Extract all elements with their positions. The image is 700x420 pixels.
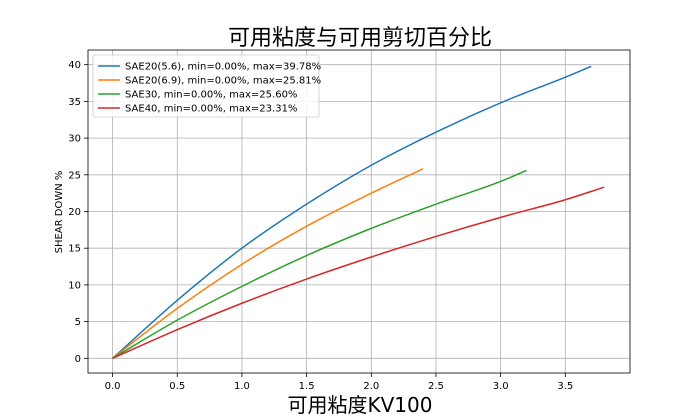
series-line-3 <box>112 169 527 359</box>
x-tick-label: 0.5 <box>169 381 185 392</box>
y-tick-label: 15 <box>68 244 81 255</box>
legend-box <box>92 54 320 118</box>
x-tick-label: 2.5 <box>428 381 444 392</box>
x-tick-label: 1.5 <box>299 381 315 392</box>
chart-title: 可用粘度与可用剪切百分比 <box>228 26 492 51</box>
x-tick-label: 3.5 <box>557 381 573 392</box>
legend: SAE20(5.6), min=0.00%, max=39.78% SAE20(6… <box>92 54 321 118</box>
y-axis-label: SHEAR DOWN % <box>54 171 65 254</box>
x-axis-label: 可用粘度KV100 <box>288 393 433 417</box>
legend-label-3: SAE30, min=0.00%, max=25.60% <box>125 90 297 101</box>
x-tick-label: 3.0 <box>493 381 509 392</box>
legend-label-1: SAE20(5.6), min=0.00%, max=39.78% <box>125 62 321 73</box>
series-layer <box>112 65 605 360</box>
x-axis-ticks: 0.0 0.5 1.0 1.5 2.0 2.5 3.0 3.5 <box>105 373 573 392</box>
series-line-1 <box>112 65 592 359</box>
x-tick-label: 0.0 <box>105 381 121 392</box>
series-line-4 <box>112 186 605 360</box>
legend-label-2: SAE20(6.9), min=0.00%, max=25.81% <box>125 76 321 87</box>
y-tick-label: 5 <box>75 317 81 328</box>
y-axis-ticks: 0 5 10 15 20 25 30 35 40 <box>68 60 88 365</box>
series-line-2 <box>112 168 424 359</box>
y-tick-label: 10 <box>68 280 81 291</box>
grid <box>88 50 630 373</box>
x-tick-label: 1.0 <box>234 381 250 392</box>
y-tick-label: 35 <box>68 97 81 108</box>
x-tick-label: 2.0 <box>363 381 379 392</box>
y-tick-label: 20 <box>68 207 81 218</box>
y-tick-label: 40 <box>68 60 81 71</box>
y-tick-label: 30 <box>68 134 81 145</box>
legend-label-4: SAE40, min=0.00%, max=23.31% <box>125 104 297 115</box>
y-tick-label: 25 <box>68 170 81 181</box>
y-tick-label: 0 <box>75 354 81 365</box>
